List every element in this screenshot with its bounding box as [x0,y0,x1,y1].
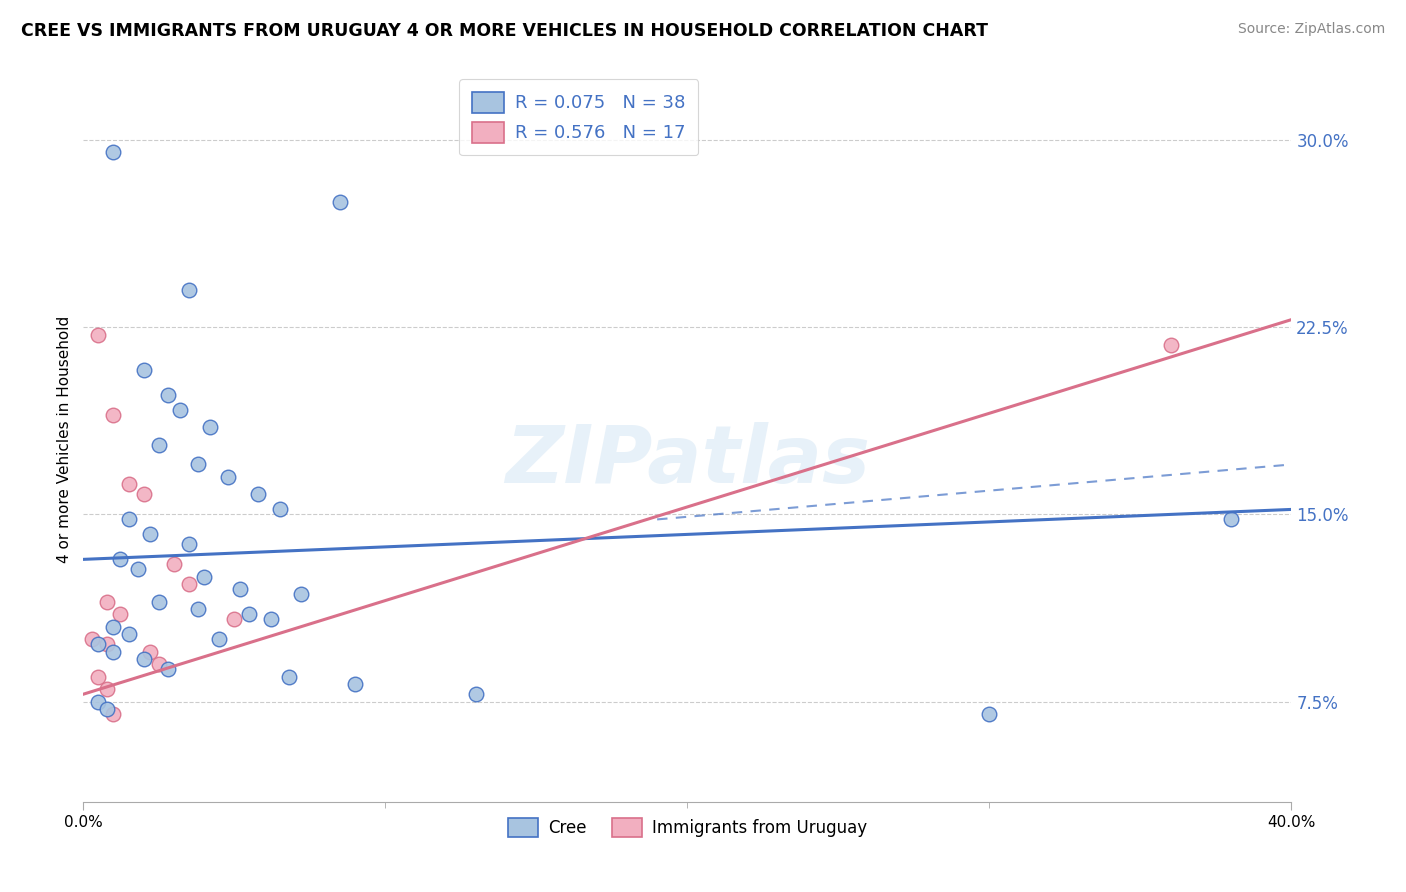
Point [96,682,118,697]
Point [108,552,131,566]
Point [103,620,125,634]
Point [187,602,209,616]
Point [259,612,281,626]
Point [156,662,179,676]
Point [247,487,270,501]
Point [344,677,367,691]
Text: CREE VS IMMIGRANTS FROM URUGUAY 4 OR MORE VEHICLES IN HOUSEHOLD CORRELATION CHAR: CREE VS IMMIGRANTS FROM URUGUAY 4 OR MOR… [21,22,988,40]
Point [1219,512,1241,526]
Point [138,645,160,659]
Point [87,637,110,651]
Point [290,587,312,601]
Point [277,670,299,684]
Point [87,695,110,709]
Point [156,387,179,401]
Point [177,577,200,591]
Point [177,283,200,297]
Point [117,477,139,491]
Point [193,570,215,584]
Point [132,487,155,501]
Point [87,670,110,684]
Legend: Cree, Immigrants from Uruguay: Cree, Immigrants from Uruguay [502,812,873,844]
Point [148,595,170,609]
Point [238,607,260,622]
Point [103,145,125,160]
Point [148,437,170,451]
Point [96,637,118,651]
Point [87,327,110,342]
Point [148,657,170,672]
Point [138,527,160,541]
Point [169,402,191,417]
Point [1160,337,1182,351]
Text: ZIPatlas: ZIPatlas [505,422,870,500]
Point [103,645,125,659]
Y-axis label: 4 or more Vehicles in Household: 4 or more Vehicles in Household [58,316,72,563]
Point [117,512,139,526]
Text: Source: ZipAtlas.com: Source: ZipAtlas.com [1237,22,1385,37]
Point [127,562,149,576]
Point [163,558,186,572]
Point [187,458,209,472]
Point [132,652,155,666]
Point [224,612,246,626]
Point [103,707,125,722]
Point [208,632,231,647]
Point [979,707,1001,722]
Point [198,420,221,434]
Point [108,607,131,622]
Point [96,595,118,609]
Point [103,408,125,422]
Point [96,702,118,716]
Point [464,687,486,701]
Point [132,362,155,376]
Point [329,195,352,210]
Point [177,537,200,551]
Point [117,627,139,641]
Point [82,632,104,647]
Point [269,502,291,516]
Point [217,470,239,484]
Point [229,582,252,597]
